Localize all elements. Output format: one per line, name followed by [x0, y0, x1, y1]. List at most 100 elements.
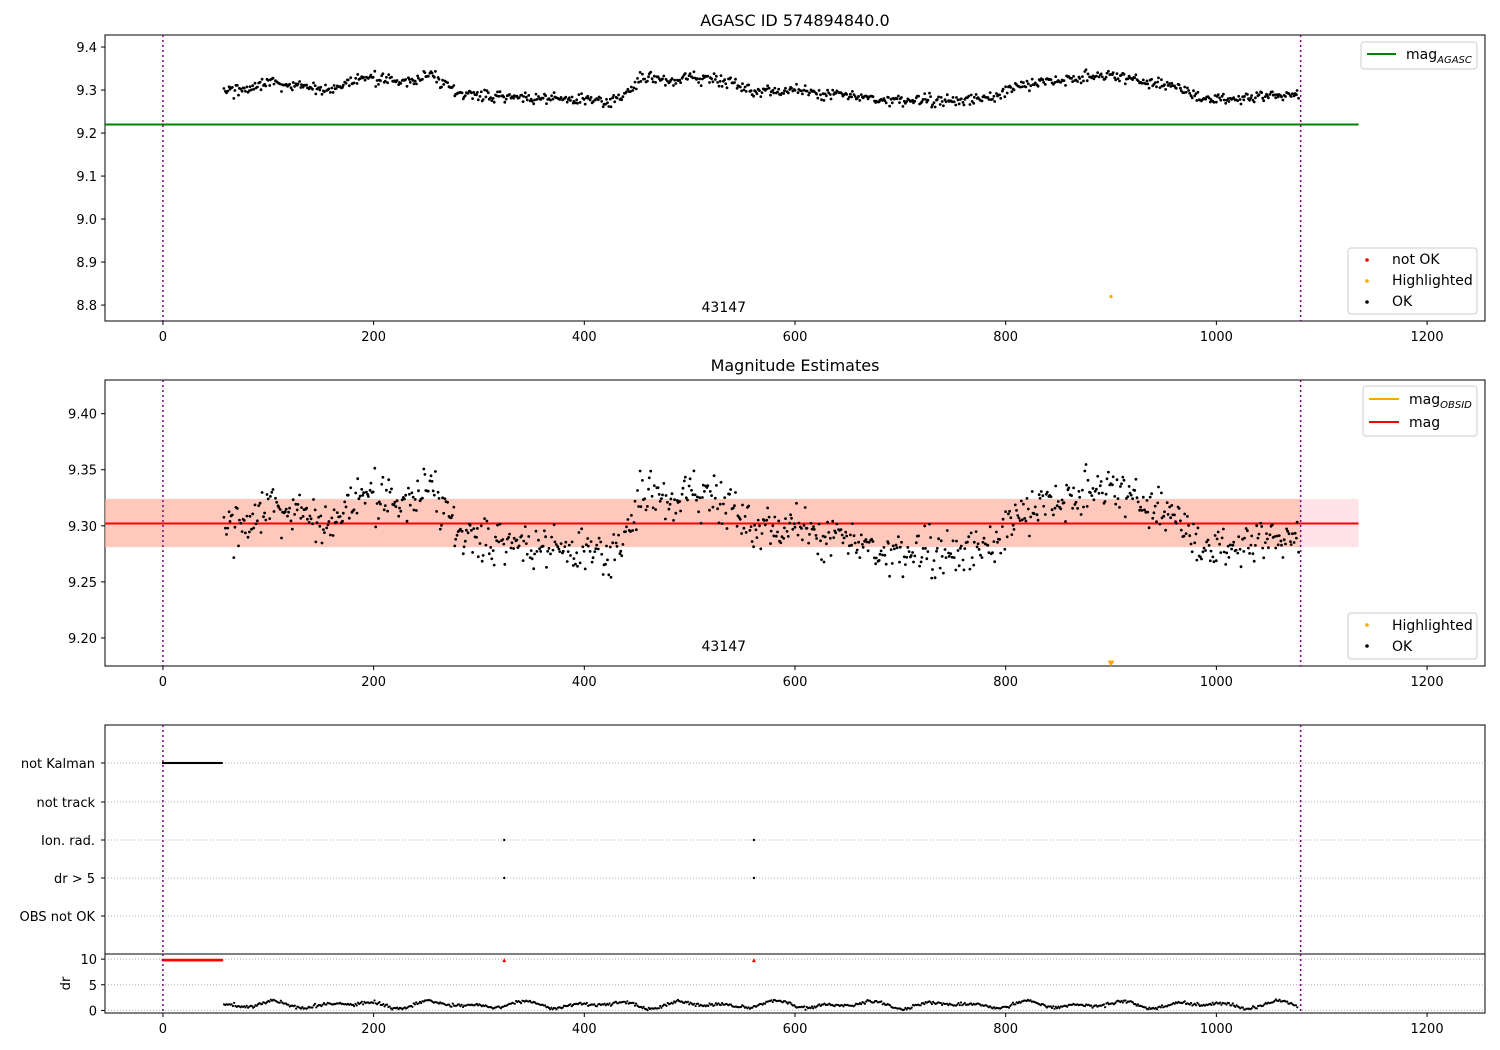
ok-point: [584, 543, 588, 546]
ok-point: [578, 101, 582, 104]
ok-point: [679, 81, 682, 84]
ok-point: [284, 507, 288, 511]
ok-point: [544, 94, 547, 98]
ok-point: [977, 548, 981, 551]
ok-point: [803, 84, 807, 87]
dr-point: [633, 1004, 637, 1007]
ok-point: [759, 95, 763, 98]
ok-point: [332, 84, 336, 87]
ok-point: [1147, 86, 1151, 90]
ok-point: [972, 563, 976, 567]
ok-point: [1207, 96, 1211, 100]
ok-point: [327, 520, 331, 523]
ok-point: [1183, 512, 1187, 516]
ok-point: [1015, 509, 1018, 512]
ok-point: [1081, 75, 1084, 78]
ok-point: [1179, 519, 1182, 523]
ok-point: [343, 500, 347, 504]
ok-point: [508, 93, 511, 96]
ok-point: [933, 576, 937, 580]
ok-point: [597, 536, 601, 540]
ok-point: [1003, 95, 1007, 99]
ok-point: [589, 96, 593, 99]
ok-point: [1243, 95, 1246, 98]
dr-point: [1230, 1004, 1233, 1007]
ok-point: [613, 558, 617, 562]
ok-point: [550, 94, 553, 98]
dr-point: [1197, 1003, 1200, 1006]
dr-point: [635, 1002, 638, 1005]
ok-point: [408, 503, 412, 507]
ok-point: [950, 555, 954, 559]
ok-point: [1271, 523, 1274, 527]
ok-point: [293, 85, 296, 88]
ok-point: [552, 523, 556, 527]
ok-point: [647, 75, 650, 79]
panel2-ytick-label: 9.35: [68, 464, 97, 479]
flag-points: [503, 838, 756, 842]
dr-point: [1083, 1005, 1086, 1008]
ok-point: [541, 544, 545, 548]
ok-point: [877, 559, 881, 562]
panel1-ytick-label: 8.8: [76, 299, 97, 314]
ok-point: [478, 542, 482, 545]
dr-point: [382, 1003, 385, 1006]
ok-point: [1009, 516, 1013, 520]
ok-point: [611, 541, 615, 545]
ok-point: [438, 527, 442, 531]
ok-point: [951, 539, 955, 543]
ok-point: [295, 508, 299, 512]
ok-point: [678, 78, 682, 82]
ok-point: [848, 95, 851, 99]
ok-point: [742, 88, 746, 92]
ok-point: [982, 536, 986, 540]
ok-point: [1136, 79, 1140, 83]
ok-point: [272, 510, 276, 513]
ok-point: [1041, 494, 1045, 498]
ok-point: [777, 519, 781, 523]
ok-point: [1017, 516, 1021, 520]
ok-point: [338, 515, 342, 518]
ok-point: [230, 513, 234, 517]
ok-point: [259, 88, 263, 92]
ok-point: [861, 545, 865, 549]
ok-point: [1165, 501, 1169, 504]
ok-point: [1079, 513, 1083, 516]
ok-point: [1252, 100, 1256, 104]
ok-point: [294, 502, 298, 506]
ok-point: [791, 527, 795, 531]
ok-point: [268, 84, 272, 87]
ok-point: [646, 79, 649, 83]
ok-point: [1096, 474, 1100, 478]
ok-point: [257, 504, 261, 507]
ok-point: [906, 546, 910, 549]
ok-point: [940, 100, 944, 103]
ok-point: [1186, 515, 1189, 518]
ok-point: [633, 80, 637, 84]
ok-point: [483, 88, 486, 92]
ok-point: [652, 74, 656, 78]
ok-point: [942, 104, 945, 108]
ok-point: [1043, 513, 1047, 516]
ok-point: [260, 77, 264, 81]
ok-point: [831, 519, 835, 523]
ok-point: [1012, 88, 1016, 92]
ok-point: [991, 551, 994, 555]
ok-point: [966, 540, 969, 544]
ok-point: [380, 482, 384, 486]
dr-point: [325, 1003, 328, 1006]
ok-point: [882, 546, 886, 549]
ok-point: [711, 80, 715, 84]
ok-point: [947, 555, 951, 558]
ok-point: [239, 521, 243, 525]
dr-point: [632, 1001, 635, 1005]
ok-point: [894, 543, 898, 547]
dr-point: [812, 1007, 815, 1010]
ok-point: [662, 74, 666, 78]
ok-point: [1251, 552, 1255, 556]
ok-point: [826, 520, 829, 524]
ok-point: [1126, 495, 1130, 498]
ok-point: [575, 551, 579, 555]
ok-point: [253, 503, 257, 507]
ok-point: [1067, 486, 1071, 490]
